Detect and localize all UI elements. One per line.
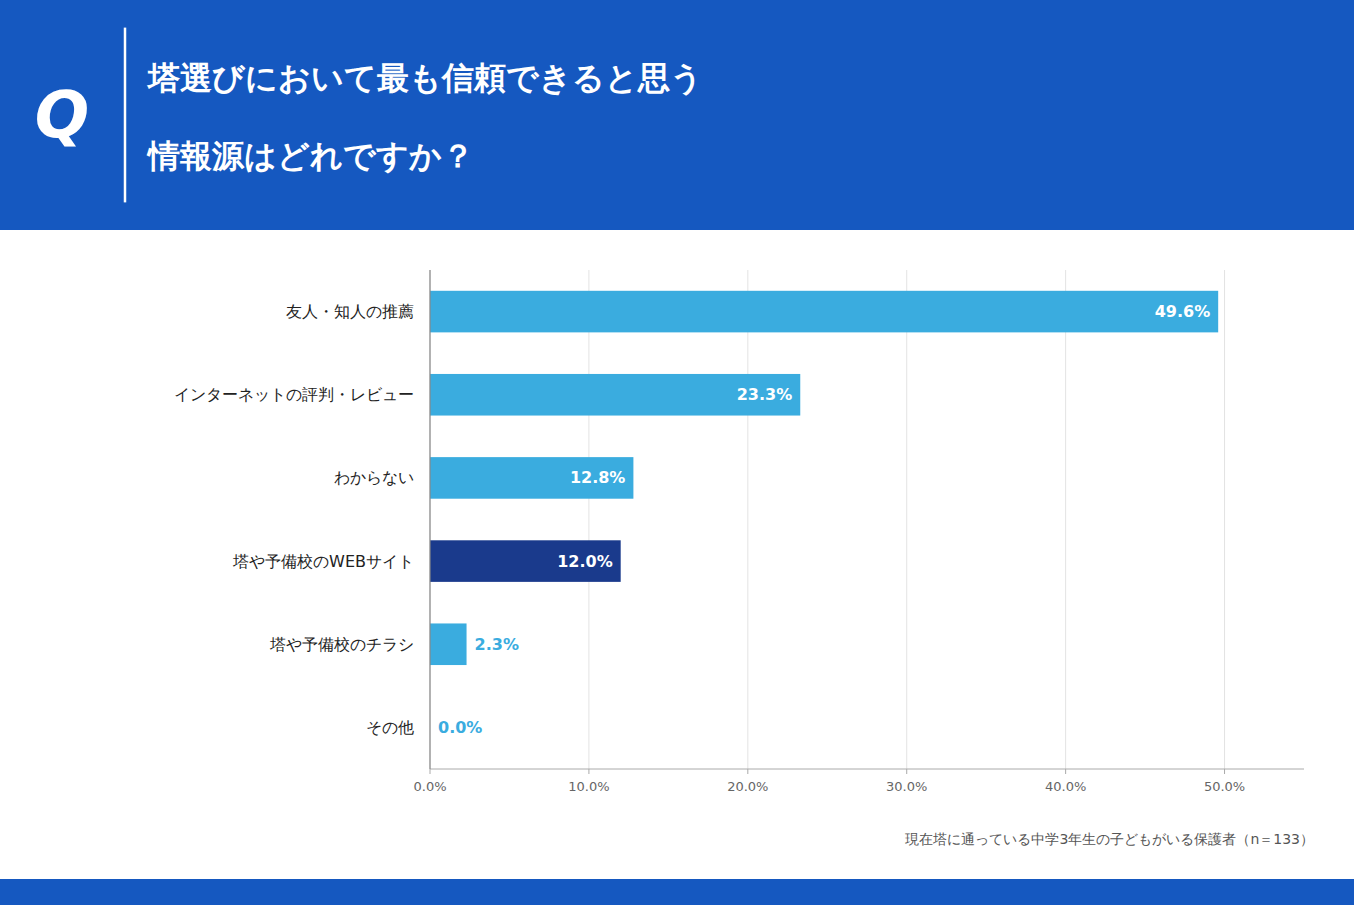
bar bbox=[430, 374, 800, 416]
footer-note: 現在塔に通っている中学3年生の子どもがいる保護者（n＝133） bbox=[905, 831, 1314, 847]
tick-label: 40.0% bbox=[1045, 779, 1086, 794]
category-label: 塔や予備校のチラシ bbox=[269, 635, 414, 654]
category-label: インターネットの評判・レビュー bbox=[174, 385, 414, 404]
tick-mark bbox=[747, 769, 748, 774]
grid-line bbox=[430, 270, 431, 769]
grid-line bbox=[1224, 270, 1225, 769]
footer-strip bbox=[0, 879, 1354, 905]
tick-mark bbox=[1065, 769, 1066, 774]
bar bbox=[430, 540, 621, 582]
data-label: 12.0% bbox=[557, 552, 613, 571]
tick-label: 50.0% bbox=[1204, 779, 1245, 794]
x-axis-line bbox=[430, 769, 1304, 770]
q-label: Q bbox=[35, 78, 89, 152]
grid-line bbox=[906, 270, 907, 769]
bar bbox=[430, 623, 467, 665]
bar bbox=[430, 457, 633, 499]
category-label: 友人・知人の推薦 bbox=[286, 302, 414, 321]
tick-mark bbox=[1224, 769, 1225, 774]
category-label: わからない bbox=[334, 468, 414, 487]
bars bbox=[430, 291, 1218, 665]
grid-line bbox=[747, 270, 748, 769]
tick-label: 10.0% bbox=[568, 779, 609, 794]
x-axis: 0.0% 10.0% 20.0% 30.0% 40.0% 50.0% bbox=[413, 769, 1304, 794]
header-bg bbox=[0, 0, 1354, 230]
subtitle: 情報源はどれですか？ bbox=[146, 137, 474, 175]
grid bbox=[430, 270, 1225, 769]
data-label: 49.6% bbox=[1155, 302, 1211, 321]
tick-label: 20.0% bbox=[727, 779, 768, 794]
chart: Q 塔選びにおいて最も信頼できると思う情報源はどれですか？ 現在塔に通っている中学3… bbox=[0, 0, 1354, 905]
tick-mark bbox=[588, 769, 589, 774]
labels: 友人・知人の推薦 49.6% インターネットの評判・レビュー 23.3% わからない 12… bbox=[174, 302, 1210, 737]
title: 塔選びにおいて最も信頼できると思う bbox=[146, 59, 703, 97]
data-label: 12.8% bbox=[570, 468, 626, 487]
tick-label: 30.0% bbox=[886, 779, 927, 794]
data-label: 2.3% bbox=[475, 635, 519, 654]
tick-label: 0.0% bbox=[413, 779, 446, 794]
data-label: 0.0% bbox=[438, 718, 482, 737]
header-separator bbox=[124, 28, 127, 203]
tick-mark bbox=[430, 769, 431, 774]
zero-line bbox=[429, 270, 430, 769]
category-label: 塔や予備校のWEBサイト bbox=[232, 552, 414, 571]
grid-line bbox=[588, 270, 589, 769]
tick-mark bbox=[906, 769, 907, 774]
grid-line bbox=[1065, 270, 1066, 769]
data-label: 23.3% bbox=[737, 385, 793, 404]
bar bbox=[430, 291, 1218, 333]
category-label: その他 bbox=[366, 718, 414, 737]
